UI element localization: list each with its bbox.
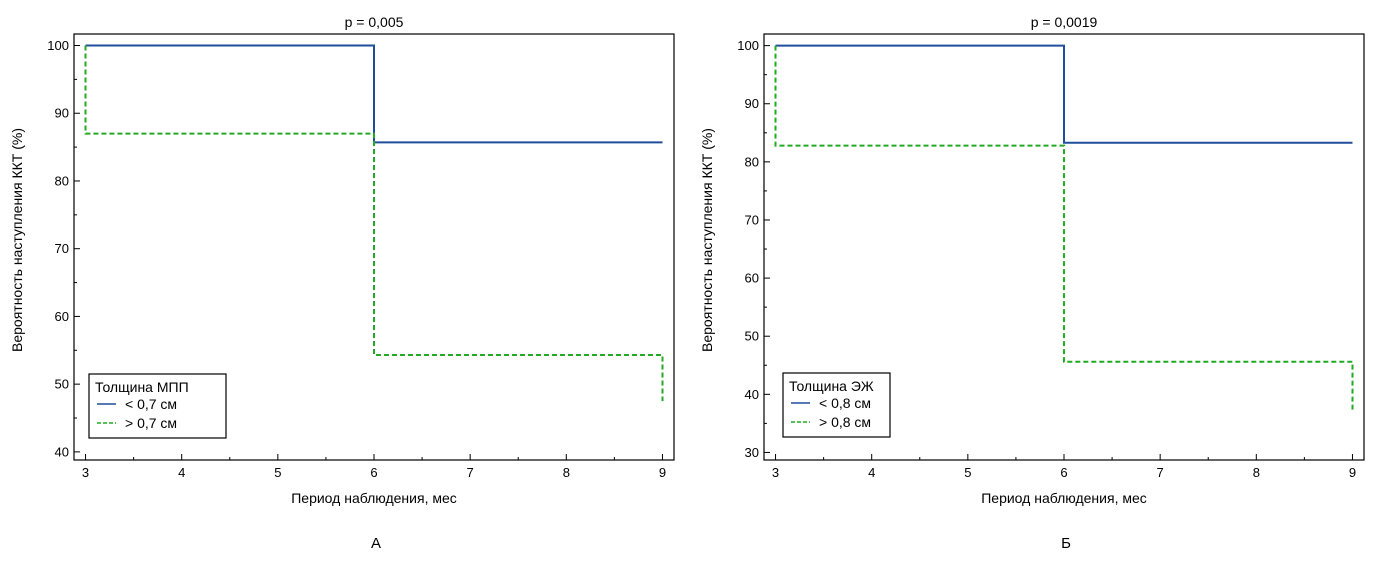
legend-title: Толщина ЭЖ	[789, 378, 874, 394]
y-tick-label: 100	[737, 38, 759, 53]
x-axis-title: Период наблюдения, мес	[291, 490, 457, 506]
y-tick-label: 40	[55, 444, 69, 459]
y-tick-label: 60	[745, 271, 759, 286]
legend-box	[88, 373, 227, 439]
legend-entry-label: < 0,8 см	[819, 395, 871, 411]
x-tick-label: 8	[1253, 465, 1260, 480]
x-tick-label: 3	[82, 465, 89, 480]
y-tick-label: 70	[55, 241, 69, 256]
legend-entry-label: > 0,8 см	[819, 414, 871, 430]
y-tick-label: 30	[745, 445, 759, 460]
legend-entry-label: > 0,7 см	[125, 415, 177, 431]
chart-title: p = 0,0019	[1031, 14, 1098, 30]
x-tick-label: 4	[178, 465, 185, 480]
y-tick-label: 100	[47, 38, 69, 53]
x-tick-label: 8	[563, 465, 570, 480]
x-tick-label: 9	[659, 465, 666, 480]
y-tick-label: 40	[745, 387, 759, 402]
y-axis-title: Вероятность наступления ККТ (%)	[699, 128, 715, 352]
legend: Толщина МПП< 0,7 см > 0,7 см	[88, 373, 227, 439]
series-line-0	[775, 44, 1353, 144]
legend: Толщина ЭЖ< 0,8 см > 0,8 см	[782, 372, 891, 438]
legend-entry-label: < 0,7 см	[125, 396, 177, 412]
y-tick-label: 70	[745, 212, 759, 227]
y-tick-label: 50	[745, 329, 759, 344]
x-tick-label: 7	[467, 465, 474, 480]
chart-panel-0: p = 0,005 3 4 5 6 7 8 9 40 50 60 70 80 90 100 Период на…	[9, 14, 675, 552]
x-tick-label: 3	[772, 465, 779, 480]
legend-box	[782, 372, 891, 438]
y-axis-title: Вероятность наступления ККТ (%)	[9, 128, 25, 352]
x-tick-label: 6	[370, 465, 377, 480]
chart-title: p = 0,005	[345, 14, 404, 30]
y-tick-label: 50	[55, 377, 69, 392]
y-tick-label: 80	[745, 154, 759, 169]
series-line-1	[774, 45, 1354, 412]
y-tick-label: 60	[55, 309, 69, 324]
x-axis-title: Период наблюдения, мес	[981, 490, 1147, 506]
y-tick-label: 90	[745, 96, 759, 111]
panel-label: А	[371, 535, 381, 552]
x-tick-label: 9	[1349, 465, 1356, 480]
x-tick-label: 7	[1157, 465, 1164, 480]
y-tick-label: 80	[55, 173, 69, 188]
panel-label: Б	[1061, 535, 1071, 552]
series-line-1	[84, 45, 664, 402]
x-tick-label: 5	[274, 465, 281, 480]
x-tick-label: 6	[1060, 465, 1067, 480]
chart-panel-1: p = 0,0019 3 4 5 6 7 8 9 30 40 50 60 70 80 90 100 Период…	[699, 14, 1365, 552]
x-tick-label: 5	[964, 465, 971, 480]
y-tick-label: 90	[55, 106, 69, 121]
x-tick-label: 4	[868, 465, 875, 480]
series-line-0	[85, 44, 663, 144]
legend-title: Толщина МПП	[95, 379, 189, 395]
